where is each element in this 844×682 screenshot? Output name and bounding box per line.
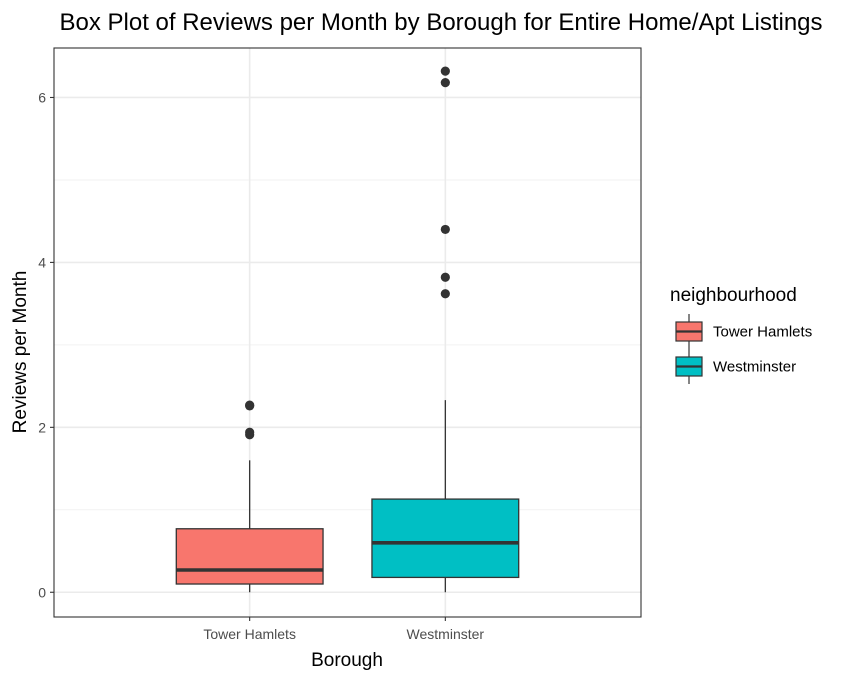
outlier-point bbox=[440, 78, 450, 88]
box-westminster bbox=[371, 66, 520, 593]
x-axis-title: Borough bbox=[311, 650, 383, 671]
legend: neighbourhood Tower Hamlets Westminster bbox=[670, 285, 812, 384]
plot-panel-border bbox=[53, 47, 642, 618]
y-tick-label: 2 bbox=[38, 419, 46, 435]
outlier-point bbox=[245, 400, 255, 410]
legend-label: Westminster bbox=[713, 359, 796, 376]
outlier-point bbox=[440, 66, 450, 76]
x-axis: Tower Hamlets Westminster bbox=[203, 617, 484, 642]
legend-key bbox=[675, 349, 703, 384]
outlier-point bbox=[245, 427, 255, 437]
y-tick-label: 6 bbox=[38, 89, 46, 105]
y-tick-label: 4 bbox=[38, 254, 46, 270]
x-tick-label: Westminster bbox=[407, 626, 485, 642]
outlier-point bbox=[440, 289, 450, 299]
legend-key bbox=[675, 314, 703, 349]
boxes bbox=[175, 66, 520, 593]
plot-panel bbox=[54, 48, 641, 617]
y-axis: 0 2 4 6 bbox=[38, 89, 54, 600]
outlier-point bbox=[440, 224, 450, 235]
minor-gridlines bbox=[54, 179, 641, 511]
y-tick-label: 0 bbox=[38, 584, 46, 600]
legend-label: Tower Hamlets bbox=[713, 324, 812, 341]
legend-title: neighbourhood bbox=[670, 285, 797, 306]
iqr-box bbox=[371, 498, 520, 579]
y-axis-title: Reviews per Month bbox=[10, 271, 31, 434]
x-tick-label: Tower Hamlets bbox=[203, 626, 296, 642]
outlier-point bbox=[440, 272, 450, 282]
box-tower-hamlets bbox=[175, 400, 324, 593]
iqr-box bbox=[175, 528, 324, 585]
chart-title: Box Plot of Reviews per Month by Borough… bbox=[59, 9, 822, 36]
